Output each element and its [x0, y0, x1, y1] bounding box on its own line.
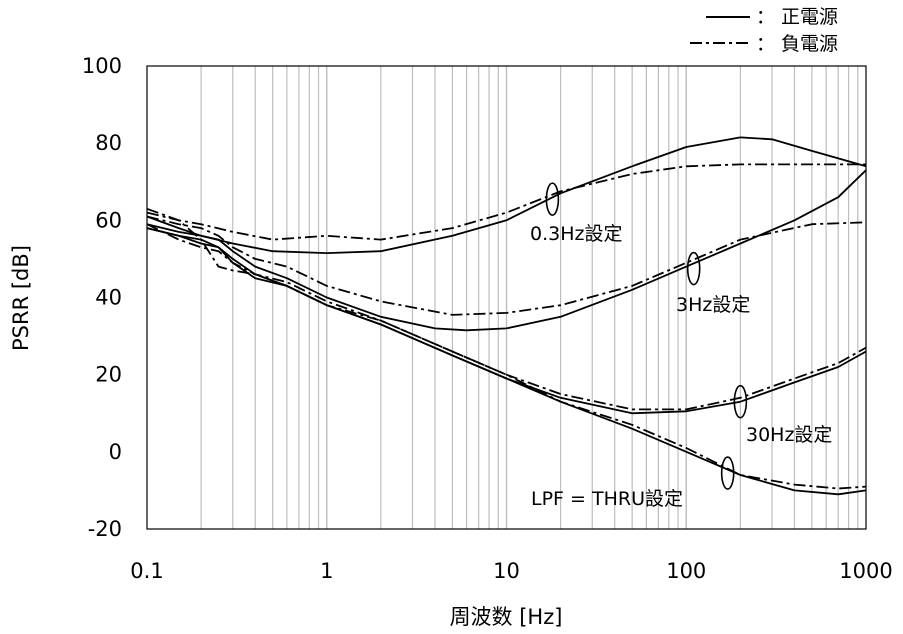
annotation-marker-2	[733, 384, 748, 419]
legend: ： 正電源 ： 負電源	[690, 6, 838, 55]
legend-label-positive: ： 正電源	[756, 6, 838, 28]
x-tick-label: 1000	[839, 559, 892, 583]
annotation-markers	[545, 182, 748, 490]
series-line-1	[146, 163, 866, 241]
y-tick-label: 40	[95, 286, 122, 310]
annotation-30hz: 30Hz設定	[746, 424, 832, 446]
x-axis-title: 周波数 [Hz]	[450, 605, 563, 629]
x-tick-label: 100	[666, 559, 706, 583]
plot-frame	[146, 65, 867, 530]
x-tick-label: 0.1	[130, 559, 163, 583]
y-tick-labels: -20 0 20 40 60 80 100	[82, 54, 122, 541]
series-line-7	[146, 207, 867, 490]
y-tick-label: 20	[95, 363, 122, 387]
y-tick-label: -20	[88, 517, 122, 541]
grid	[200, 66, 859, 529]
y-tick-label: 0	[109, 440, 122, 464]
series-line-2	[146, 169, 867, 332]
annotation-marker-1	[686, 251, 701, 286]
x-tick-label: 10	[493, 559, 520, 583]
y-tick-label: 100	[82, 54, 122, 78]
x-tick-label: 1	[320, 559, 333, 583]
y-axis-title: PSRR [dB]	[9, 245, 33, 351]
y-tick-label: 80	[95, 131, 122, 155]
series-line-3	[146, 215, 867, 316]
x-tick-labels: 0.1 1 10 100 1000	[130, 559, 892, 583]
annotation-marker-0	[545, 182, 560, 216]
series-line-6	[146, 227, 867, 496]
y-tick-label: 60	[95, 208, 122, 232]
annotation-3hz: 3Hz設定	[676, 294, 750, 316]
legend-label-negative: ： 負電源	[756, 33, 838, 55]
annotation-marker-3	[720, 456, 735, 490]
annotation-0.3hz: 0.3Hz設定	[530, 223, 622, 245]
annotation-thru: LPF = THRU設定	[531, 488, 683, 510]
series-layer	[146, 136, 867, 496]
